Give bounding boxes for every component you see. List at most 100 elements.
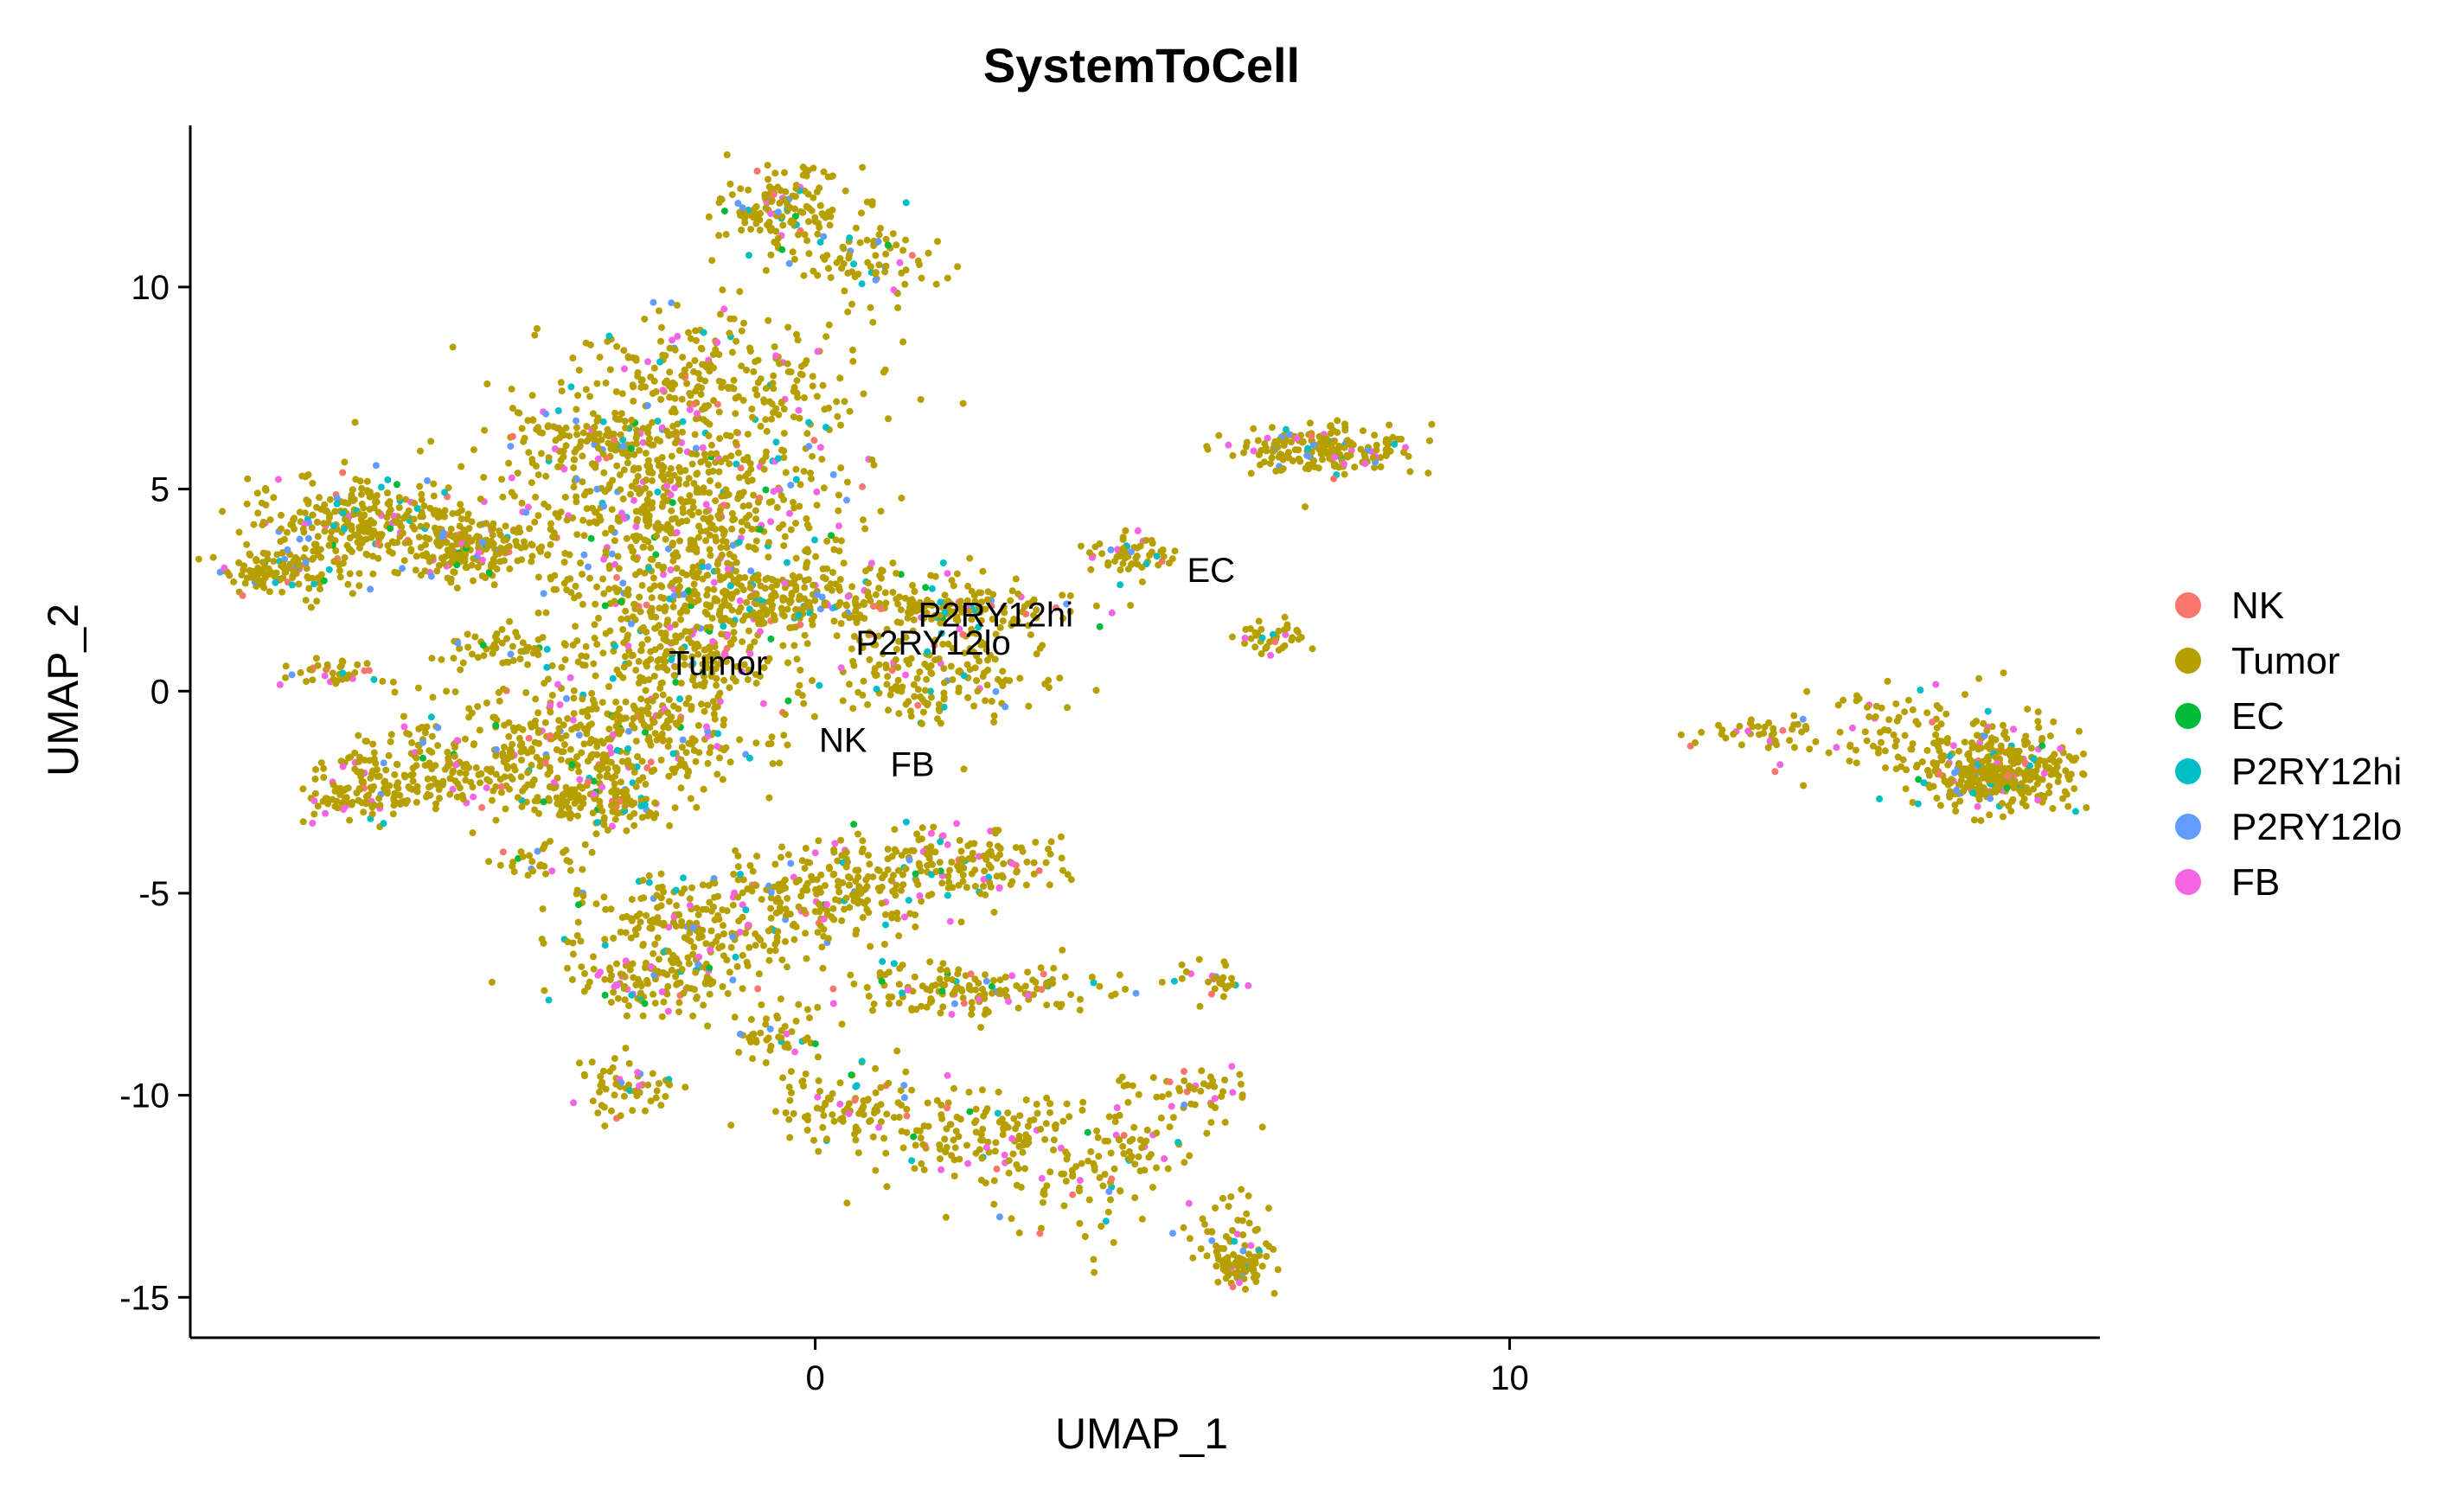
data-point (320, 764, 328, 772)
data-point (538, 936, 546, 943)
data-point (641, 722, 649, 730)
data-point (632, 667, 640, 674)
data-point (321, 672, 329, 680)
data-point (706, 990, 714, 998)
data-point (720, 208, 728, 215)
data-point (711, 704, 719, 712)
data-point (728, 348, 736, 356)
data-point (1087, 1147, 1095, 1155)
data-point (774, 455, 782, 463)
data-point (877, 508, 885, 515)
data-point (599, 751, 607, 758)
data-point (715, 351, 723, 358)
data-point (605, 562, 613, 570)
data-point (772, 909, 780, 917)
data-point (772, 352, 780, 360)
data-point (760, 396, 768, 404)
data-point (719, 983, 726, 990)
data-point (858, 1058, 866, 1065)
data-point (682, 1083, 689, 1091)
data-point (276, 681, 284, 688)
data-point (670, 405, 678, 412)
data-point (979, 1136, 987, 1144)
data-point (803, 859, 811, 866)
data-point (593, 583, 600, 591)
data-point (566, 432, 573, 440)
data-point (910, 847, 918, 854)
data-point (937, 1145, 944, 1153)
data-point (877, 605, 885, 613)
data-point (588, 1058, 596, 1066)
data-point (757, 375, 765, 383)
data-point (389, 678, 397, 686)
data-point (683, 517, 691, 525)
data-point (649, 1070, 656, 1077)
data-point (574, 658, 582, 666)
data-point (846, 881, 854, 889)
data-point (361, 527, 368, 535)
data-point (528, 761, 535, 769)
data-point (421, 762, 429, 770)
data-point (579, 708, 586, 716)
data-point (1078, 1160, 1085, 1167)
data-point (370, 749, 378, 757)
data-point (260, 550, 268, 557)
data-point (629, 960, 637, 968)
data-point (415, 534, 423, 541)
data-point (761, 605, 769, 613)
data-point (1227, 1193, 1235, 1200)
data-point (673, 565, 681, 572)
data-point (644, 439, 652, 447)
data-point (542, 410, 550, 418)
data-point (633, 556, 641, 563)
data-point (765, 316, 772, 324)
data-point (591, 518, 598, 526)
data-point (427, 713, 435, 721)
data-point (818, 1105, 826, 1113)
data-point (427, 438, 435, 445)
data-point (558, 663, 566, 671)
data-point (235, 559, 243, 566)
data-point (264, 555, 272, 563)
data-point (585, 563, 592, 571)
data-point (868, 456, 876, 463)
data-point (632, 477, 640, 485)
data-point (1230, 1250, 1238, 1258)
data-point (801, 631, 809, 639)
data-point (973, 677, 981, 685)
data-point (713, 681, 720, 689)
data-point (800, 1083, 807, 1090)
data-point (468, 518, 476, 526)
data-point (994, 1109, 1002, 1117)
data-point (703, 591, 711, 599)
data-point (977, 589, 985, 597)
data-point (351, 668, 359, 676)
data-point (1236, 1279, 1243, 1287)
data-point (509, 405, 516, 412)
data-point (768, 198, 776, 206)
data-point (424, 790, 432, 798)
data-point (667, 524, 675, 532)
data-point (492, 551, 500, 559)
data-point (577, 559, 585, 567)
data-point (616, 670, 623, 678)
data-point (950, 582, 957, 590)
data-point (987, 883, 995, 891)
data-point (810, 194, 817, 201)
data-point (522, 689, 530, 696)
data-point (299, 525, 307, 533)
data-point (671, 515, 679, 522)
data-point (600, 590, 608, 598)
data-point (518, 757, 525, 764)
data-point (470, 741, 477, 749)
data-point (839, 1117, 847, 1125)
data-point (344, 500, 352, 507)
data-point (330, 558, 338, 566)
data-point (637, 377, 645, 385)
data-point (598, 783, 606, 791)
data-point (569, 642, 577, 649)
data-point (312, 655, 320, 662)
data-point (825, 321, 833, 329)
data-point (647, 962, 655, 970)
data-point (618, 410, 625, 418)
